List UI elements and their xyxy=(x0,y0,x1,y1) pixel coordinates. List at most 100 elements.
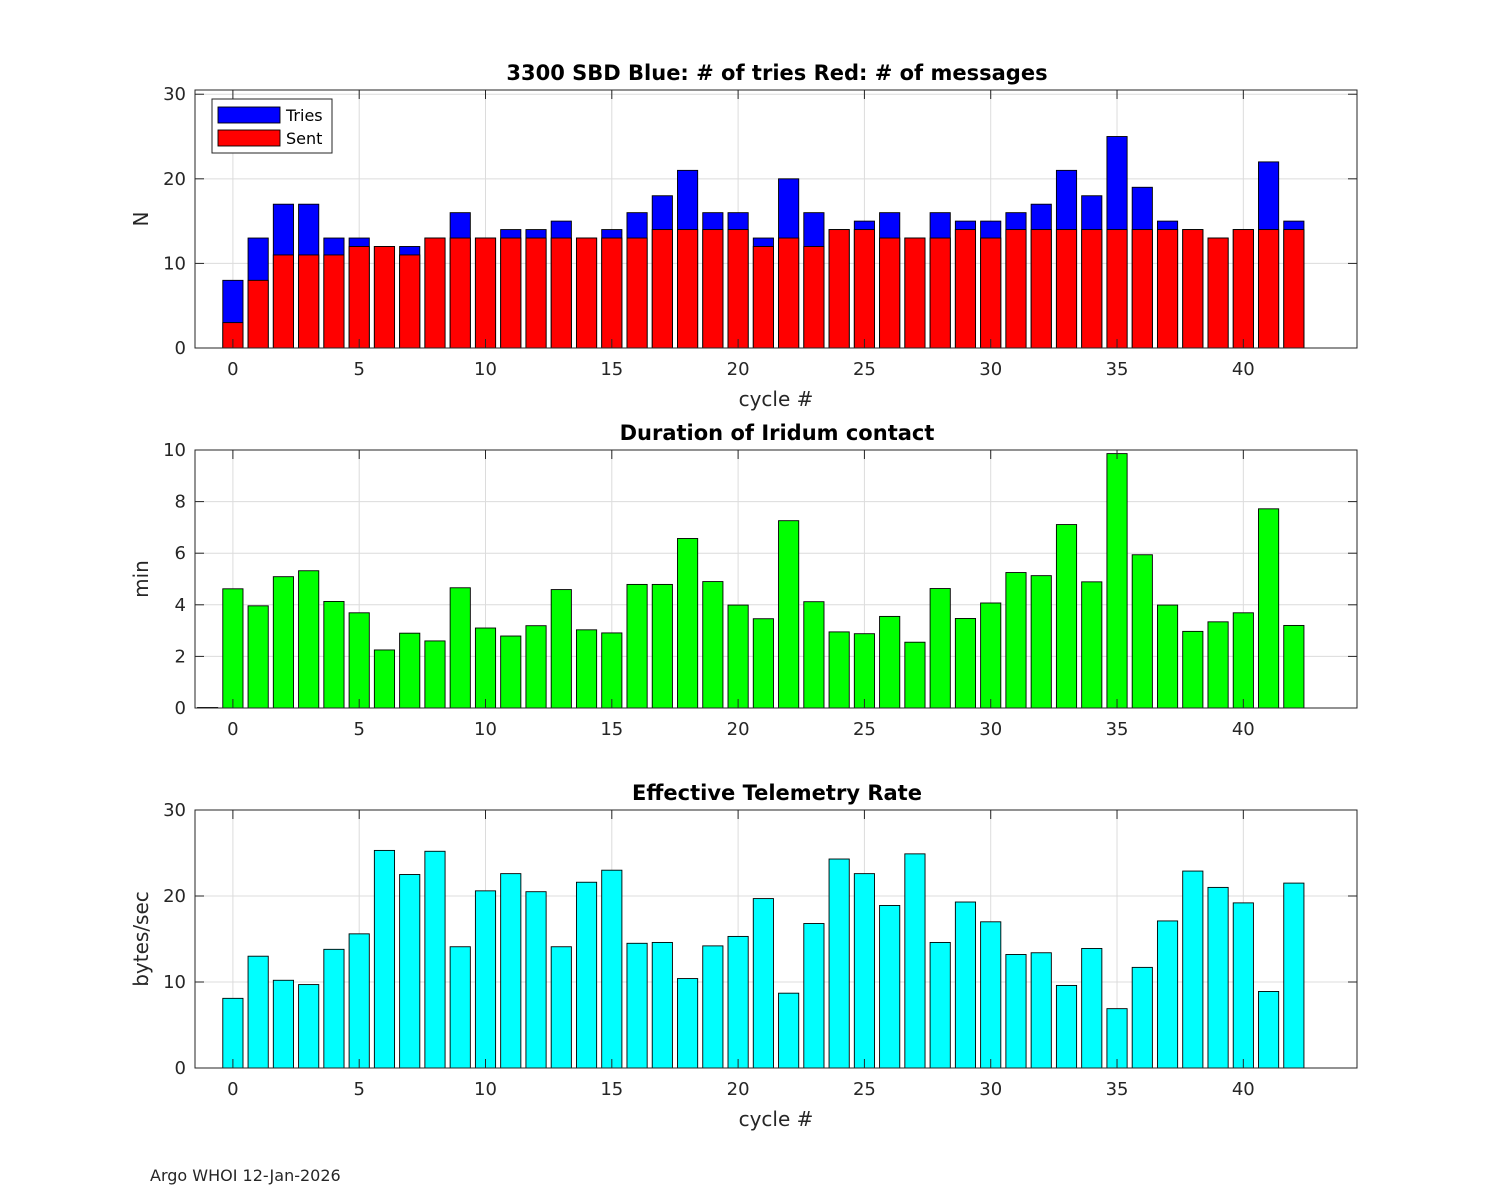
bar-duration xyxy=(323,601,345,709)
bar-rate xyxy=(929,941,951,1069)
bar-sent xyxy=(626,237,648,349)
figure-footer: Argo WHOI 12-Jan-2026 xyxy=(150,1166,341,1185)
chart-title: Duration of Iridum contact xyxy=(620,421,935,445)
bar-rate xyxy=(550,946,572,1069)
bar-sent xyxy=(752,246,774,349)
bar-rate xyxy=(272,979,294,1069)
bar-rate xyxy=(677,978,699,1069)
bar-sent xyxy=(853,229,875,349)
bar-duration xyxy=(1232,612,1254,709)
bar-rate xyxy=(626,942,648,1069)
bar-rate xyxy=(1081,948,1103,1069)
legend: Tries Sent xyxy=(211,98,333,154)
bar-sent xyxy=(601,237,623,349)
bar-duration xyxy=(1182,630,1204,709)
bar-sent xyxy=(1283,229,1305,349)
bar-rate xyxy=(752,898,774,1069)
bar-sent xyxy=(525,237,547,349)
bar-rate xyxy=(399,874,421,1069)
bar-sent xyxy=(247,279,269,349)
bar-sent xyxy=(1131,229,1153,349)
bar-sent xyxy=(727,229,749,349)
bar-duration xyxy=(752,618,774,709)
bar-rate xyxy=(1207,886,1229,1069)
bar-sent xyxy=(1258,229,1280,349)
legend-swatch-tries xyxy=(217,106,281,124)
bar-duration xyxy=(904,641,926,709)
y-tick-label: 10 xyxy=(163,440,186,461)
bar-duration xyxy=(702,581,724,709)
y-tick-label: 4 xyxy=(175,595,186,616)
bar-sent xyxy=(272,254,294,349)
bar-rate xyxy=(651,941,673,1069)
bar-duration xyxy=(1030,575,1052,709)
bar-sent xyxy=(980,237,1002,349)
bar-duration xyxy=(1156,604,1179,709)
x-tick-label: 25 xyxy=(853,359,876,380)
bar-duration xyxy=(954,618,977,709)
bar-duration xyxy=(929,588,951,709)
bar-duration xyxy=(474,627,497,709)
bar-duration xyxy=(803,601,825,709)
bar-duration xyxy=(828,631,850,709)
bar-duration xyxy=(575,629,598,709)
bar-sent xyxy=(1232,229,1254,349)
x-tick-label: 30 xyxy=(979,359,1002,380)
x-tick-label: 0 xyxy=(227,359,238,380)
y-tick-label: 2 xyxy=(175,646,186,667)
bar-rate xyxy=(222,997,244,1069)
bar-rate xyxy=(449,946,471,1069)
bar-rate xyxy=(828,858,850,1069)
bar-sent xyxy=(424,237,446,349)
bar-rate xyxy=(1030,952,1052,1069)
bar-rate xyxy=(298,984,320,1069)
bar-sent xyxy=(1055,229,1078,349)
y-tick-label: 0 xyxy=(175,698,186,719)
bar-sent xyxy=(702,229,724,349)
y-tick-label: 0 xyxy=(175,338,186,359)
x-tick-label: 40 xyxy=(1232,719,1255,740)
x-tick-label: 0 xyxy=(227,1079,238,1100)
bar-sent xyxy=(449,237,471,349)
x-tick-label: 40 xyxy=(1232,359,1255,380)
y-tick-label: 10 xyxy=(163,253,186,274)
bar-sent xyxy=(1106,229,1128,349)
bar-rate xyxy=(702,945,724,1069)
bar-sent xyxy=(904,237,926,349)
bar-duration xyxy=(980,602,1002,709)
chart-panel-2: 0 5 10 15 20 25 30 35 40 0 2 4 6 8 10 Duration of Iridu… xyxy=(129,421,1358,740)
bar-rate xyxy=(1131,966,1153,1069)
bar-rate xyxy=(601,869,623,1069)
x-tick-label: 30 xyxy=(979,1079,1002,1100)
bar-sent xyxy=(1207,237,1229,349)
bar-sent xyxy=(1081,229,1103,349)
x-tick-label: 35 xyxy=(1106,719,1129,740)
bar-duration xyxy=(1005,572,1027,709)
x-tick-label: 5 xyxy=(353,1079,364,1100)
bar-rate xyxy=(474,890,497,1069)
y-tick-label: 20 xyxy=(163,169,186,190)
axes-box xyxy=(194,89,1358,349)
bar-sent xyxy=(778,237,800,349)
bar-duration xyxy=(500,635,522,709)
y-axis-label: N xyxy=(129,212,153,227)
y-tick-label: 8 xyxy=(175,492,186,513)
bar-duration xyxy=(222,588,244,709)
y-tick-label: 30 xyxy=(163,800,186,821)
bar-duration xyxy=(1283,624,1305,709)
legend-label-sent: Sent xyxy=(286,129,322,148)
x-tick-label: 30 xyxy=(979,719,1002,740)
axes-box xyxy=(194,449,1358,709)
bar-rate xyxy=(348,933,370,1069)
bar-duration xyxy=(778,520,800,709)
bar-sent xyxy=(1030,229,1052,349)
x-tick-label: 15 xyxy=(600,1079,623,1100)
bar-duration xyxy=(348,612,370,709)
bar-rate xyxy=(1005,954,1027,1069)
y-axis-label: min xyxy=(129,560,153,598)
bar-rate xyxy=(575,881,598,1069)
bar-duration xyxy=(247,605,269,709)
bar-sent xyxy=(929,237,951,349)
bar-sent xyxy=(1005,229,1027,349)
